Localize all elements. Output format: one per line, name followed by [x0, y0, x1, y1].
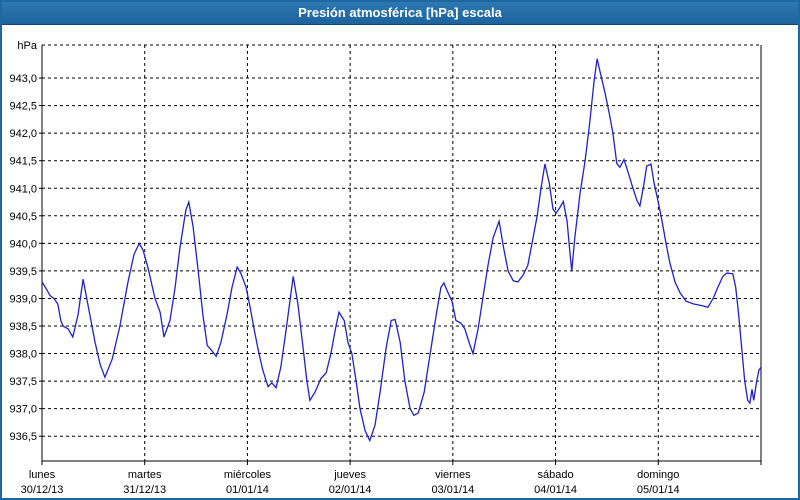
- y-tick-label: 937,5: [9, 376, 37, 388]
- x-day-date-label: 02/01/14: [329, 484, 372, 496]
- y-tick-label: 942,0: [9, 128, 37, 140]
- pressure-line: [41, 58, 762, 443]
- x-day-date-label: 30/12/13: [21, 484, 64, 496]
- x-day-date-label: 03/01/14: [431, 484, 474, 496]
- chart-canvas: 943,0 942,5 942,0 941,5 941,0 940,5 940,0 939,5…: [9, 40, 762, 496]
- y-tick-label: 941,0: [9, 183, 37, 195]
- x-day-name-label: viernes: [435, 469, 471, 481]
- y-tick-label: 939,5: [9, 266, 37, 278]
- x-day-name-label: lunes: [29, 469, 56, 481]
- y-tick-label: 937,0: [9, 404, 37, 416]
- y-tick-label: 936,5: [9, 431, 37, 443]
- x-day-name-label: jueves: [333, 469, 366, 481]
- x-day-date-label: 01/01/14: [226, 484, 269, 496]
- y-tick-label: 942,5: [9, 101, 37, 113]
- y-tick-label: 943,0: [9, 73, 37, 85]
- y-tick-label: 938,0: [9, 349, 37, 361]
- chart-area: 943,0 942,5 942,0 941,5 941,0 940,5 940,0 939,5…: [2, 25, 798, 498]
- x-day-name-label: martes: [128, 469, 162, 481]
- chart-title: Presión atmosférica [hPa] escala: [298, 5, 502, 20]
- x-day-name-label: domingo: [637, 469, 679, 481]
- x-day-name-label: sábado: [538, 469, 574, 481]
- y-tick-label: 939,0: [9, 293, 37, 305]
- y-tick-label: 940,0: [9, 238, 37, 250]
- y-tick-label: 938,5: [9, 321, 37, 333]
- y-tick-label: 940,5: [9, 211, 37, 223]
- y-axis-unit-label: hPa: [17, 40, 37, 52]
- x-day-date-label: 31/12/13: [123, 484, 166, 496]
- chart-title-bar: Presión atmosférica [hPa] escala: [2, 2, 798, 25]
- y-tick-label: 941,5: [9, 156, 37, 168]
- x-day-date-label: 05/01/14: [637, 484, 680, 496]
- x-day-date-label: 04/01/14: [534, 484, 577, 496]
- x-day-name-label: miércoles: [224, 469, 272, 481]
